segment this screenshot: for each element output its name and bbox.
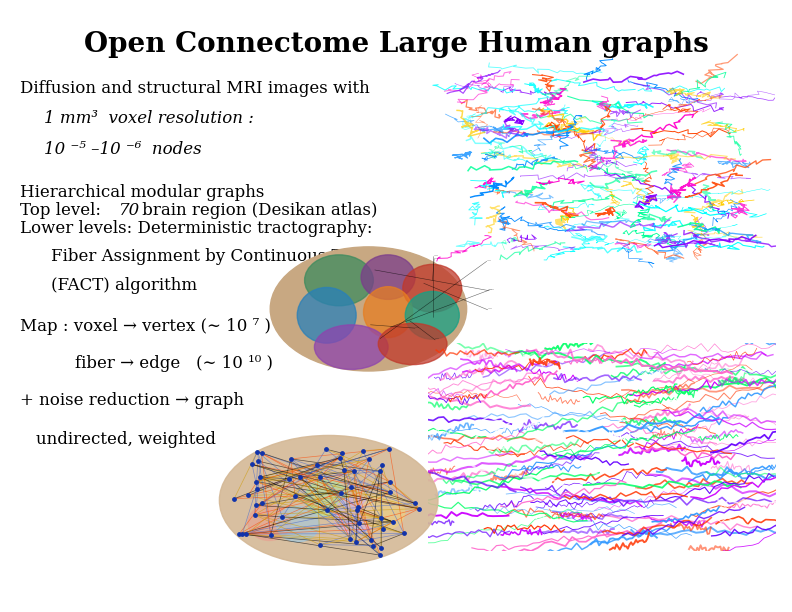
Point [310, 460, 323, 469]
Point [283, 474, 295, 483]
Text: + noise reduction → graph: + noise reduction → graph [20, 392, 244, 409]
Text: fiber → edge   (∼ 10 ¹⁰ ): fiber → edge (∼ 10 ¹⁰ ) [75, 355, 273, 372]
Point [375, 513, 388, 523]
Point [374, 466, 386, 476]
Point [248, 510, 261, 520]
Ellipse shape [364, 286, 413, 338]
Point [413, 504, 425, 513]
Point [344, 534, 356, 544]
Ellipse shape [305, 480, 348, 516]
Point [321, 505, 333, 515]
Point [333, 453, 346, 463]
Ellipse shape [406, 291, 459, 339]
Text: Fiber Assignment by Continuous Tracking: Fiber Assignment by Continuous Tracking [51, 248, 407, 265]
Text: 70: 70 [119, 202, 140, 219]
Text: —: — [433, 253, 438, 258]
Point [240, 529, 253, 539]
Point [335, 488, 348, 498]
Point [236, 529, 249, 539]
Text: —: — [489, 287, 493, 291]
Point [348, 466, 360, 476]
Point [251, 447, 264, 457]
Text: Open Connectome Large Human graphs: Open Connectome Large Human graphs [84, 31, 708, 58]
Point [284, 454, 297, 464]
Ellipse shape [297, 288, 356, 343]
Point [383, 477, 396, 487]
Text: —: — [415, 325, 419, 329]
Text: Lower levels: Deterministic tractography:: Lower levels: Deterministic tractography… [20, 220, 372, 237]
Point [294, 472, 307, 482]
Point [383, 444, 396, 453]
Point [384, 487, 397, 497]
Point [250, 501, 263, 510]
Point [345, 482, 357, 492]
Point [253, 472, 266, 482]
Text: —: — [486, 258, 491, 263]
Ellipse shape [333, 498, 376, 533]
Ellipse shape [362, 494, 405, 530]
Ellipse shape [248, 505, 291, 540]
Point [351, 505, 364, 515]
Point [314, 472, 326, 482]
Text: Hierarchical modular graphs: Hierarchical modular graphs [20, 184, 265, 201]
Point [349, 537, 362, 547]
Point [233, 529, 246, 539]
Point [252, 456, 265, 466]
Point [242, 491, 254, 501]
Ellipse shape [361, 255, 415, 299]
Point [255, 449, 268, 458]
Ellipse shape [314, 325, 388, 370]
Text: brain region (Desikan atlas): brain region (Desikan atlas) [137, 202, 378, 219]
Text: (FACT) algorithm: (FACT) algorithm [51, 277, 198, 294]
Point [375, 460, 388, 470]
Point [377, 524, 390, 534]
Point [249, 477, 262, 487]
Text: —: — [488, 288, 493, 291]
Text: Top level:: Top level: [20, 202, 106, 219]
Ellipse shape [219, 436, 438, 565]
Text: —: — [435, 337, 439, 341]
Point [398, 529, 410, 539]
Point [386, 517, 399, 527]
Point [256, 498, 268, 508]
Text: —: — [488, 307, 492, 311]
Point [375, 543, 387, 553]
Point [367, 540, 379, 550]
Ellipse shape [305, 255, 373, 306]
Point [353, 518, 366, 528]
Text: —: — [434, 256, 438, 260]
Point [265, 530, 277, 540]
Text: undirected, weighted: undirected, weighted [36, 431, 215, 449]
Text: Map : voxel → vertex (∼ 10 ⁷ ): Map : voxel → vertex (∼ 10 ⁷ ) [20, 318, 271, 335]
Point [314, 540, 326, 550]
Text: Diffusion and structural MRI images with: Diffusion and structural MRI images with [20, 80, 370, 97]
Ellipse shape [403, 264, 462, 312]
Point [337, 465, 350, 475]
Text: 10 ⁻⁵ –10 ⁻⁶  nodes: 10 ⁻⁵ –10 ⁻⁶ nodes [44, 141, 201, 158]
Point [409, 498, 421, 508]
Point [356, 446, 369, 456]
Point [320, 444, 333, 454]
Ellipse shape [270, 247, 466, 371]
Point [352, 502, 364, 512]
Ellipse shape [379, 323, 447, 365]
Point [365, 536, 378, 545]
Point [336, 449, 348, 458]
Point [289, 491, 302, 501]
Point [251, 483, 264, 493]
Ellipse shape [276, 506, 319, 542]
Point [374, 550, 386, 560]
Point [246, 460, 258, 469]
Point [363, 455, 375, 465]
Point [228, 494, 241, 504]
Text: 1 mm³  voxel resolution :: 1 mm³ voxel resolution : [44, 110, 253, 127]
Point [276, 512, 289, 522]
